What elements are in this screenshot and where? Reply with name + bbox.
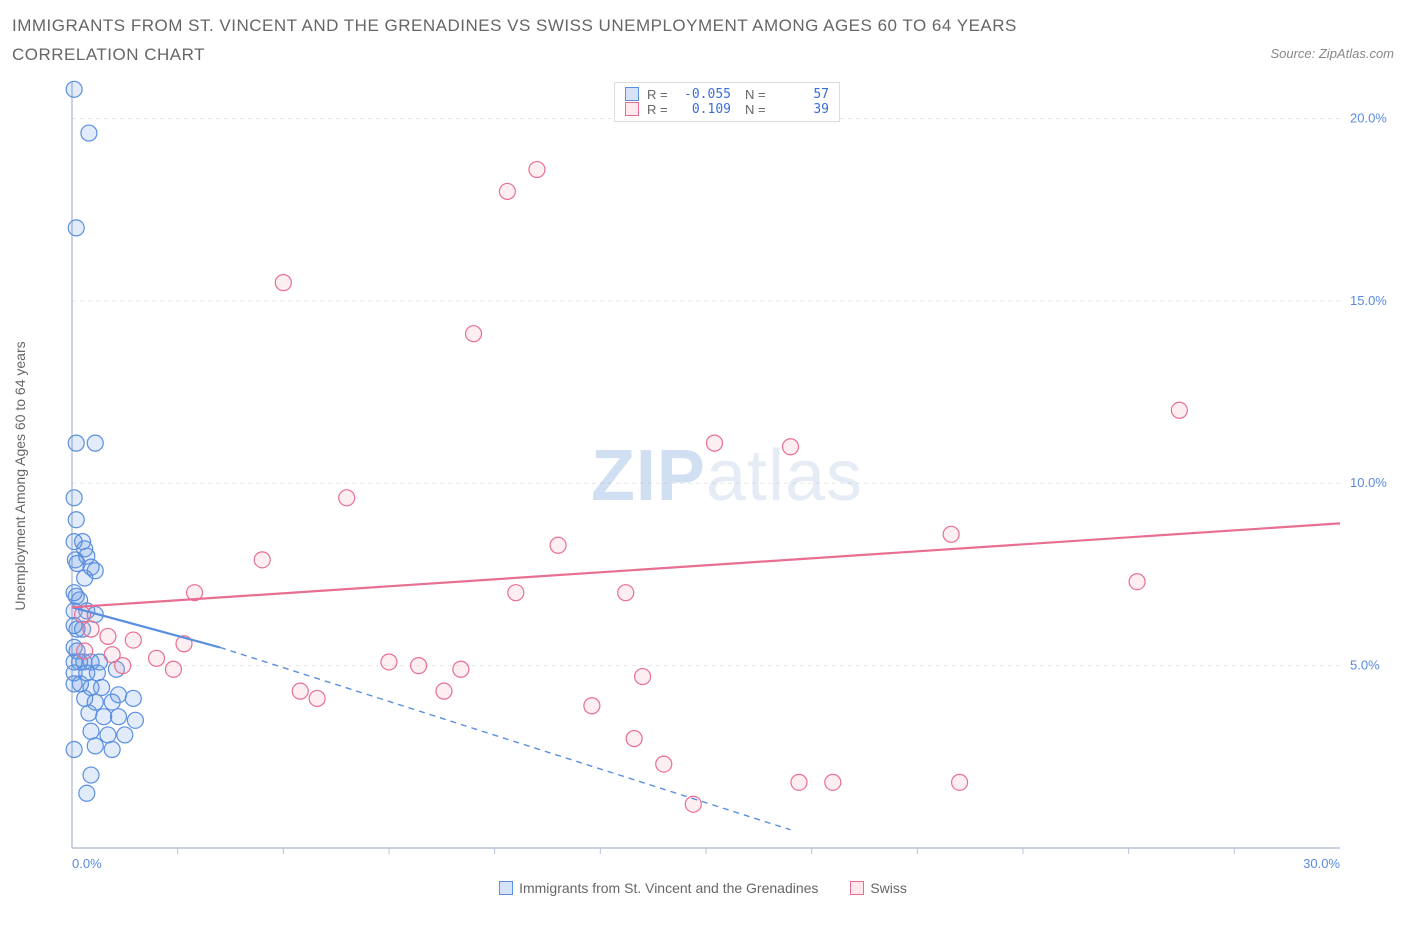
- legend-swatch-blue: [625, 87, 639, 101]
- scatter-chart: 0.0% 30.0% 5.0% 10.0% 15.0% 20.0%: [60, 76, 1400, 876]
- svg-text:30.0%: 30.0%: [1303, 856, 1340, 871]
- chart-title: IMMIGRANTS FROM ST. VINCENT AND THE GREN…: [12, 12, 1132, 70]
- legend-row: R = -0.055 N = 57: [625, 87, 829, 102]
- correlation-legend: R = -0.055 N = 57 R = 0.109 N = 39: [614, 82, 840, 122]
- legend-item: Immigrants from St. Vincent and the Gren…: [499, 880, 818, 896]
- source-credit: Source: ZipAtlas.com: [1270, 12, 1394, 61]
- series-legend: Immigrants from St. Vincent and the Gren…: [12, 876, 1394, 898]
- y-axis-label: Unemployment Among Ages 60 to 64 years: [12, 341, 28, 610]
- svg-text:20.0%: 20.0%: [1350, 110, 1387, 125]
- svg-text:15.0%: 15.0%: [1350, 293, 1387, 308]
- svg-text:5.0%: 5.0%: [1350, 657, 1380, 672]
- legend-swatch-pink: [625, 102, 639, 116]
- legend-swatch-pink: [850, 881, 864, 895]
- legend-item: Swiss: [850, 880, 907, 896]
- svg-text:0.0%: 0.0%: [72, 856, 102, 871]
- svg-text:10.0%: 10.0%: [1350, 475, 1387, 490]
- legend-row: R = 0.109 N = 39: [625, 102, 829, 117]
- legend-swatch-blue: [499, 881, 513, 895]
